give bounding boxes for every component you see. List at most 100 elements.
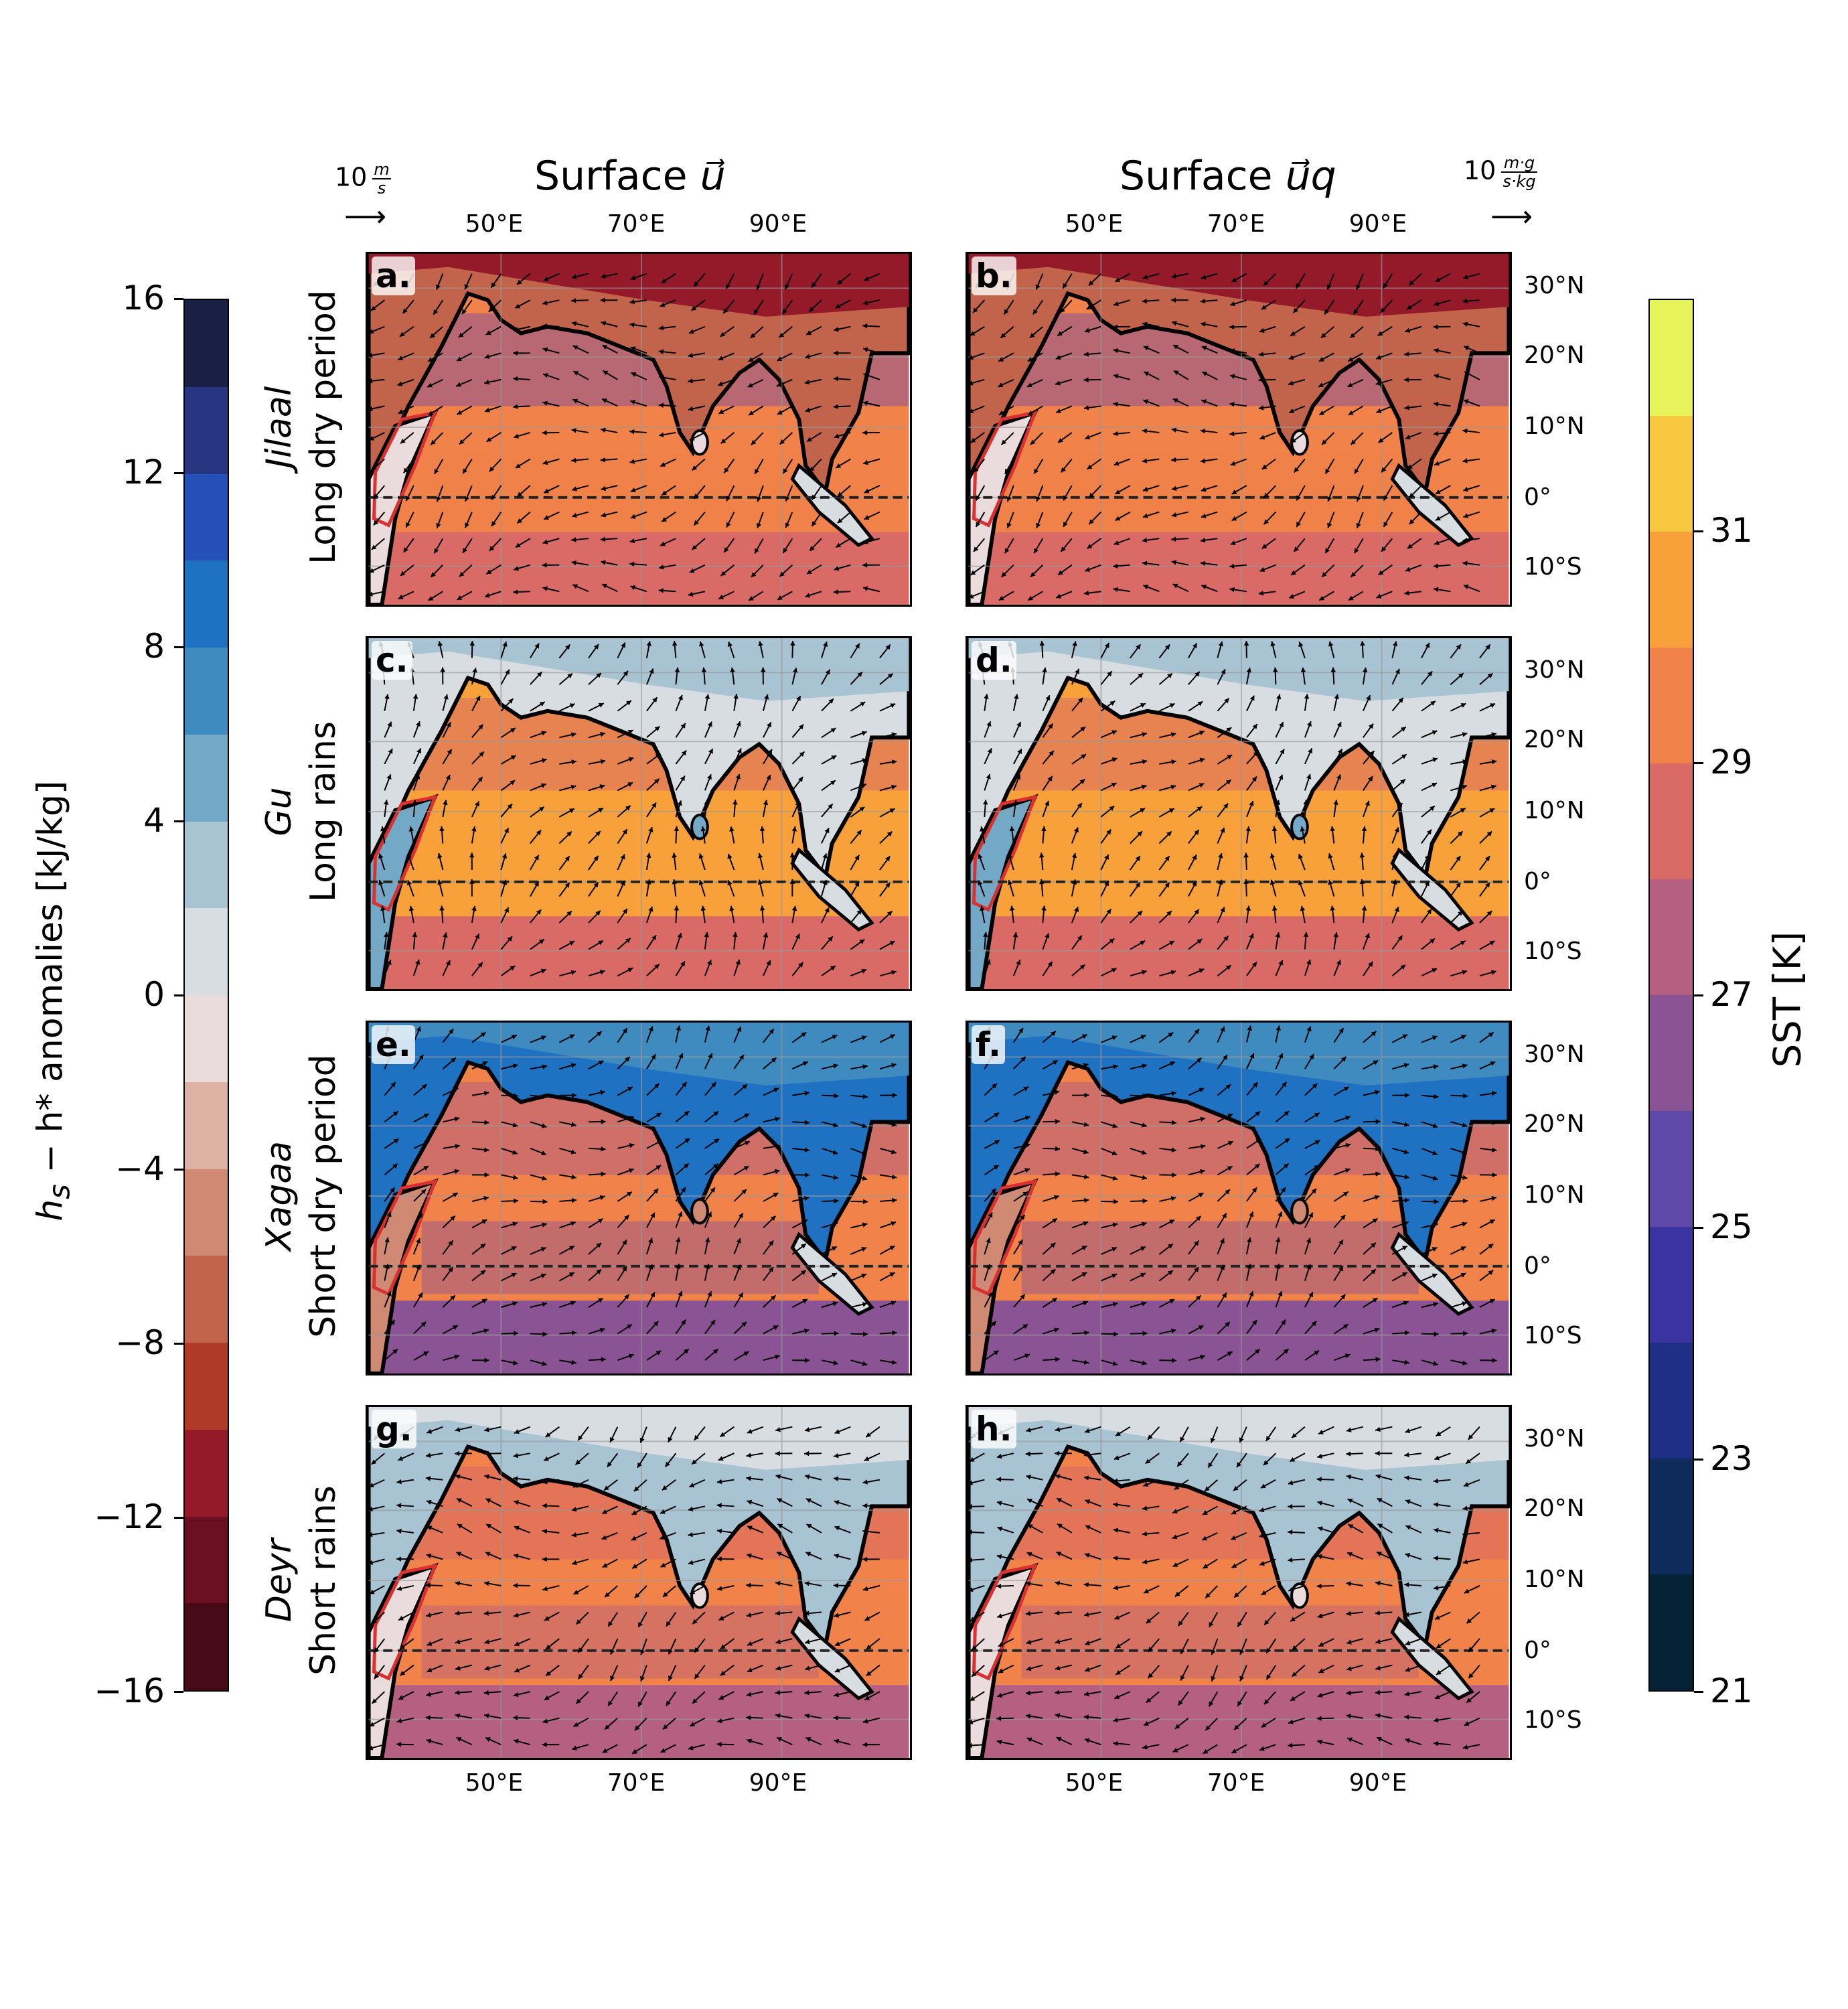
wind-vector	[1421, 829, 1432, 844]
wind-vector	[514, 1638, 531, 1647]
wind-vector	[1450, 1359, 1468, 1365]
wind-vector	[1246, 775, 1257, 791]
wind-vector	[781, 299, 793, 315]
wind-vector	[1057, 564, 1073, 576]
wind-vector	[675, 1110, 690, 1123]
wind-vector	[1346, 1581, 1364, 1586]
wind-vector	[996, 1554, 1014, 1560]
wind-vector	[821, 755, 837, 765]
wind-vector	[1359, 852, 1365, 871]
wind-vector	[998, 1638, 1014, 1647]
wind-vector	[1143, 1717, 1160, 1726]
wind-vector	[1158, 1298, 1175, 1309]
wind-vector	[1239, 1426, 1247, 1443]
wind-vector	[675, 1082, 688, 1096]
ocean-band-equatorial	[1021, 452, 1419, 526]
wind-vector	[675, 932, 682, 950]
wind-vector	[471, 1270, 486, 1282]
wind-vector	[971, 1664, 986, 1678]
wind-vector	[970, 564, 985, 576]
wind-vector	[1363, 1242, 1377, 1255]
wind-vector	[455, 1690, 472, 1696]
wind-vector	[368, 352, 385, 358]
wind-vector	[634, 1717, 647, 1731]
wind-vector	[1450, 830, 1464, 844]
cb-left-ticks-mark-7	[174, 1517, 183, 1519]
wind-vector	[1027, 405, 1043, 416]
wind-vector	[850, 854, 860, 871]
wind-vector	[574, 1453, 589, 1465]
wind-vector	[1026, 1474, 1043, 1481]
wind-vector	[1071, 778, 1085, 792]
cb-right-ticks-mark-0	[1694, 530, 1703, 532]
wind-vector	[427, 1638, 443, 1646]
wind-vector	[412, 932, 418, 950]
wind-vector	[689, 1717, 706, 1727]
wind-vector	[1217, 1351, 1233, 1361]
wind-vector	[850, 701, 866, 712]
wind-vector	[1083, 1582, 1101, 1588]
wind-vector	[384, 1082, 396, 1096]
wind-vector	[530, 1147, 547, 1156]
wind-vector	[374, 1638, 386, 1653]
wind-vector	[442, 1215, 456, 1229]
wind-vector	[775, 1664, 793, 1671]
wind-vector	[879, 644, 891, 659]
wind-vector	[733, 1351, 750, 1361]
wind-vector	[484, 1426, 502, 1432]
cb-right-level-8	[1650, 1227, 1693, 1343]
wind-vector	[1083, 377, 1101, 383]
wind-vector	[601, 398, 618, 407]
wind-vector	[513, 350, 530, 356]
wind-vector	[1450, 855, 1462, 871]
wind-vector	[804, 1474, 822, 1481]
wind-vector	[1463, 399, 1480, 407]
wind-vector	[782, 538, 793, 554]
map-panel-f: f.	[966, 1021, 1512, 1375]
wind-vector	[545, 1638, 560, 1650]
wind-vector	[834, 1638, 851, 1647]
map-svg	[968, 254, 1510, 605]
wind-vector	[1043, 1090, 1060, 1096]
wind-vector	[645, 879, 651, 897]
wind-vector	[471, 801, 480, 818]
wind-vector	[1259, 1532, 1276, 1538]
wind-vector	[1383, 512, 1393, 528]
wind-vector	[1258, 377, 1276, 383]
wind-vector	[1200, 561, 1218, 567]
wind-vector	[1259, 1505, 1276, 1513]
wind-vector	[863, 373, 880, 380]
wind-vector	[791, 1219, 808, 1229]
wind-vector	[425, 1582, 443, 1588]
wind-vector	[821, 1301, 838, 1309]
wind-vector	[821, 1246, 838, 1255]
wind-vector	[1013, 1294, 1026, 1308]
wind-vector	[970, 325, 985, 337]
wind-vector	[1421, 782, 1438, 792]
wind-vector	[834, 431, 851, 439]
wind-vector	[1188, 1116, 1206, 1123]
wind-vector	[1391, 827, 1399, 844]
wind-vector	[660, 1558, 676, 1568]
wind-vector	[1376, 1551, 1393, 1560]
wind-vector	[1391, 778, 1406, 792]
wind-vector	[397, 1453, 414, 1461]
wind-vector	[1464, 371, 1480, 380]
wind-vector	[1263, 273, 1277, 287]
wind-vector	[1142, 485, 1160, 492]
wind-vector	[530, 731, 547, 739]
wind-vector	[1200, 537, 1218, 543]
wind-vector	[1229, 324, 1247, 330]
wind-vector	[1043, 1146, 1061, 1152]
wind-vector	[1000, 432, 1014, 445]
wind-vector	[1363, 1268, 1377, 1282]
wind-vector	[746, 1582, 763, 1588]
cb-right-level-11	[1650, 1574, 1693, 1690]
wind-vector	[572, 1717, 589, 1728]
wind-vector	[1100, 829, 1112, 844]
wind-vector	[729, 905, 735, 923]
wind-vector	[1304, 1026, 1312, 1043]
wind-vector	[559, 732, 576, 739]
wind-vector	[1042, 775, 1053, 791]
wind-vector	[500, 641, 508, 658]
